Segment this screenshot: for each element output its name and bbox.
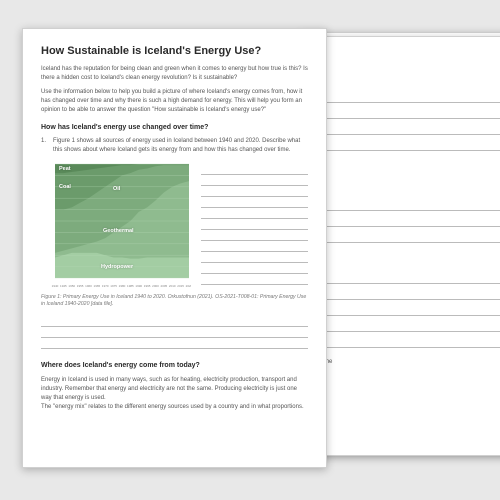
svg-text:2010: 2010 (169, 284, 176, 288)
svg-text:1995: 1995 (144, 284, 151, 288)
answer-lines-full (41, 316, 308, 349)
svg-text:2015: 2015 (177, 284, 184, 288)
section-heading: How has Iceland's energy use changed ove… (41, 124, 308, 131)
svg-text:1965: 1965 (94, 284, 101, 288)
answer-line (201, 164, 308, 175)
series-label-oil: Oil (113, 186, 120, 192)
svg-text:2005: 2005 (161, 284, 168, 288)
svg-text:1940: 1940 (52, 284, 59, 288)
answer-line (201, 219, 308, 230)
answer-line (201, 230, 308, 241)
svg-text:1945: 1945 (60, 284, 67, 288)
answer-line (41, 316, 308, 327)
chart-caption: Figure 1: Primary Energy Use in Iceland … (41, 294, 308, 308)
answer-line (41, 338, 308, 349)
body-paragraph: Energy in Iceland is used in many ways, … (41, 376, 308, 403)
svg-text:1950: 1950 (68, 284, 75, 288)
energy-area-chart: 0% 10% 20% 30% 40% 50% 60% 70% 80% 90% 100% 1940194… (41, 160, 191, 290)
worksheet-page-1: How Sustainable is Iceland's Energy Use?… (22, 28, 327, 468)
svg-text:20%: 20% (47, 254, 54, 258)
answer-line (201, 263, 308, 274)
svg-text:10%: 10% (47, 265, 54, 269)
svg-text:90%: 90% (47, 174, 54, 178)
series-label-hydropower: Hydropower (101, 264, 133, 270)
chart-and-lines: 0% 10% 20% 30% 40% 50% 60% 70% 80% 90% 100% 1940194… (41, 160, 308, 290)
answer-line (201, 252, 308, 263)
svg-text:1990: 1990 (135, 284, 142, 288)
svg-text:2000: 2000 (152, 284, 159, 288)
answer-line (41, 327, 308, 338)
svg-text:1960: 1960 (85, 284, 92, 288)
question-row: 1. Figure 1 shows all sources of energy … (41, 137, 308, 154)
svg-text:1970: 1970 (102, 284, 109, 288)
question-text: Figure 1 shows all sources of energy use… (53, 137, 308, 154)
svg-text:70%: 70% (47, 197, 54, 201)
answer-lines (201, 160, 308, 290)
question-number: 1. (41, 137, 53, 154)
body-paragraph: The "energy mix" relates to the differen… (41, 403, 308, 412)
series-label-coal: Coal (59, 184, 71, 190)
series-label-geothermal: Geothermal (103, 228, 134, 234)
answer-line (201, 186, 308, 197)
svg-text:1975: 1975 (110, 284, 117, 288)
intro-paragraph: Use the information below to help you bu… (41, 88, 308, 114)
series-label-peat: Peat (59, 166, 71, 172)
svg-text:100%: 100% (45, 163, 53, 167)
svg-text:1955: 1955 (77, 284, 84, 288)
answer-line (201, 175, 308, 186)
intro-paragraph: Iceland has the reputation for being cle… (41, 65, 308, 82)
svg-text:60%: 60% (47, 208, 54, 212)
svg-text:80%: 80% (47, 186, 54, 190)
answer-line (201, 274, 308, 285)
svg-text:0%: 0% (48, 277, 53, 281)
svg-text:1985: 1985 (127, 284, 134, 288)
answer-line (201, 208, 308, 219)
svg-text:50%: 50% (47, 220, 54, 224)
answer-line (201, 241, 308, 252)
svg-text:1980: 1980 (119, 284, 126, 288)
answer-line (201, 197, 308, 208)
svg-text:40%: 40% (47, 231, 54, 235)
page-title: How Sustainable is Iceland's Energy Use? (41, 45, 308, 57)
svg-text:2020: 2020 (186, 284, 191, 288)
section-heading: Where does Iceland's energy come from to… (41, 361, 308, 372)
section-2: Where does Iceland's energy come from to… (41, 361, 308, 413)
svg-text:30%: 30% (47, 243, 54, 247)
